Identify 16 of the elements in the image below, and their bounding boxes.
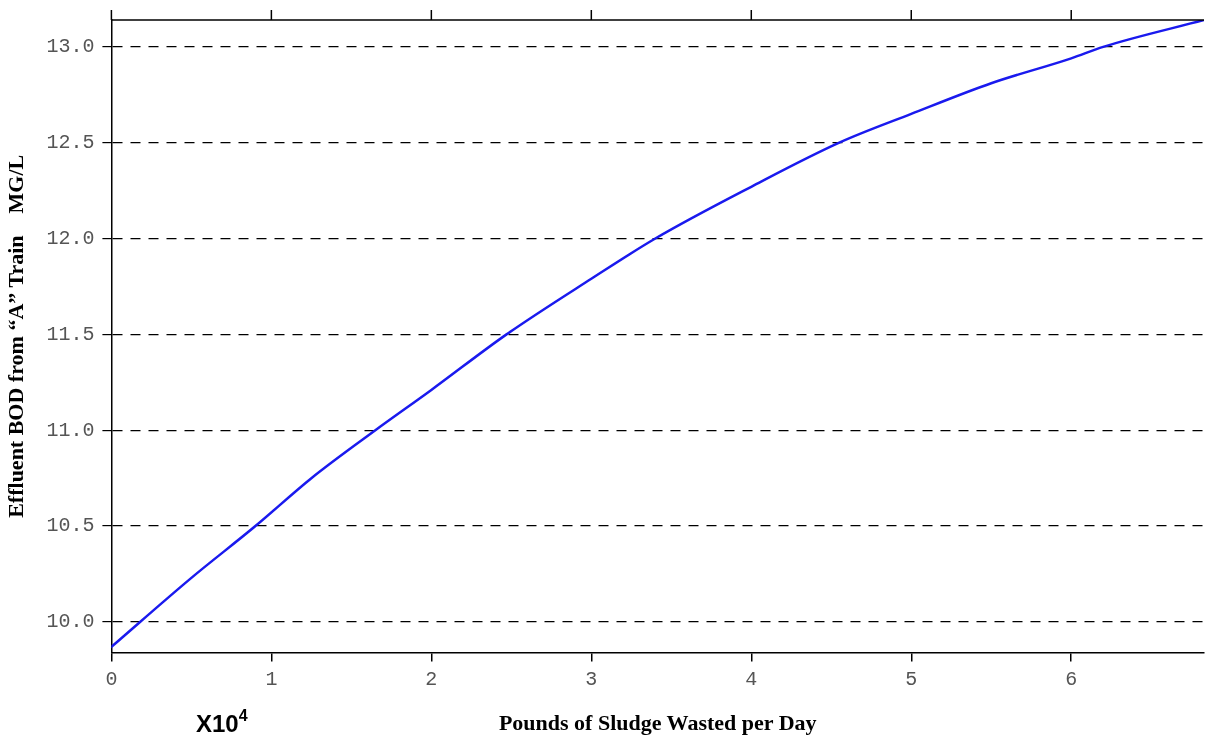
y-tick-label: 10.5 (46, 514, 95, 538)
x-tick-label: 4 (745, 667, 758, 691)
y-tick-label: 13.0 (46, 35, 95, 59)
y-tick-label: 12.5 (46, 130, 95, 154)
x-tick-label: 6 (1065, 667, 1078, 691)
x-tick-label: 5 (905, 667, 918, 691)
y-tick-label: 12.0 (46, 226, 95, 250)
x-tick-label: 2 (425, 667, 438, 691)
x-tick-label: 3 (585, 667, 598, 691)
y-tick-label: 10.0 (46, 610, 95, 634)
x-axis-title: Pounds of Sludge Wasted per Day (498, 710, 817, 736)
y-tick-label: 11.0 (46, 418, 95, 442)
y-tick-label: 11.5 (46, 322, 95, 346)
x-tick-label: 0 (105, 667, 118, 691)
x-tick-label: 1 (265, 667, 278, 691)
y-axis-title: Effluent BOD from “A” Train MG/L (2, 154, 28, 518)
